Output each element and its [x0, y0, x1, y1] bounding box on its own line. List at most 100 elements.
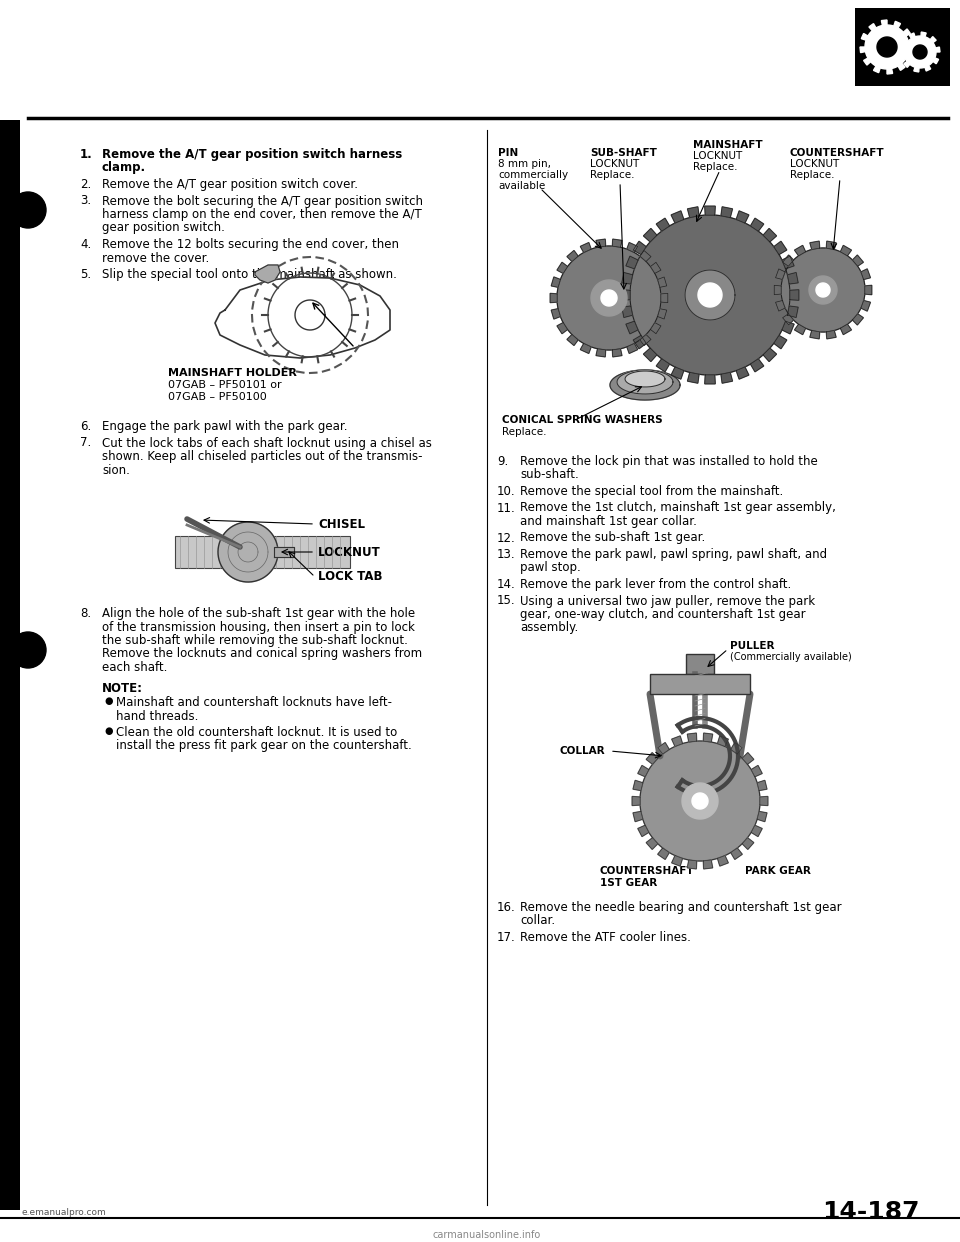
Text: 9.: 9.	[497, 455, 508, 468]
Polygon shape	[672, 737, 683, 746]
Text: MAINSHAFT: MAINSHAFT	[693, 140, 762, 150]
Polygon shape	[567, 251, 578, 262]
Polygon shape	[790, 289, 799, 301]
Polygon shape	[643, 229, 657, 242]
Text: Remove the lock pin that was installed to hold the: Remove the lock pin that was installed t…	[520, 455, 818, 468]
Polygon shape	[626, 256, 638, 268]
Text: Align the hole of the sub-shaft 1st gear with the hole: Align the hole of the sub-shaft 1st gear…	[102, 607, 415, 620]
Polygon shape	[763, 229, 777, 242]
Polygon shape	[757, 811, 767, 822]
Text: LOCKNUT: LOCKNUT	[590, 159, 639, 169]
Polygon shape	[218, 522, 278, 582]
Polygon shape	[567, 334, 578, 345]
Polygon shape	[776, 270, 785, 279]
Polygon shape	[717, 737, 729, 746]
Polygon shape	[717, 856, 729, 866]
Text: 6.: 6.	[80, 420, 91, 433]
Polygon shape	[640, 251, 651, 262]
Text: Remove the park pawl, pawl spring, pawl shaft, and: Remove the park pawl, pawl spring, pawl …	[520, 548, 828, 561]
Text: carmanualsonline.info: carmanualsonline.info	[433, 1230, 541, 1240]
Text: COUNTERSHAFT: COUNTERSHAFT	[790, 148, 884, 158]
Polygon shape	[898, 63, 905, 71]
Polygon shape	[651, 262, 661, 273]
Polygon shape	[625, 371, 665, 388]
Polygon shape	[550, 293, 557, 303]
Text: 14.: 14.	[497, 578, 516, 591]
Polygon shape	[861, 301, 871, 310]
Polygon shape	[705, 206, 715, 215]
Polygon shape	[557, 262, 567, 273]
Text: LOCKNUT: LOCKNUT	[318, 545, 381, 559]
Polygon shape	[551, 309, 561, 319]
Text: available: available	[498, 181, 545, 191]
Text: 14-187: 14-187	[823, 1200, 920, 1225]
Text: Remove the needle bearing and countershaft 1st gear: Remove the needle bearing and countersha…	[520, 900, 842, 914]
Text: COUNTERSHAFT: COUNTERSHAFT	[600, 866, 695, 876]
Polygon shape	[865, 25, 909, 70]
Polygon shape	[795, 324, 805, 334]
Polygon shape	[610, 370, 680, 400]
Polygon shape	[933, 58, 939, 63]
Text: 2.: 2.	[80, 178, 91, 191]
Polygon shape	[622, 272, 633, 284]
Text: 4.: 4.	[80, 238, 91, 251]
Polygon shape	[736, 211, 749, 224]
Text: Slip the special tool onto the mainshaft as shown.: Slip the special tool onto the mainshaft…	[102, 268, 396, 281]
Text: and mainshaft 1st gear collar.: and mainshaft 1st gear collar.	[520, 515, 697, 528]
Polygon shape	[651, 323, 661, 334]
Polygon shape	[612, 240, 622, 247]
Polygon shape	[816, 283, 830, 297]
Polygon shape	[596, 240, 606, 247]
Polygon shape	[704, 733, 712, 741]
Text: MAINSHAFT HOLDER: MAINSHAFT HOLDER	[168, 368, 297, 378]
Polygon shape	[671, 211, 684, 224]
Text: clamp.: clamp.	[102, 161, 146, 174]
Polygon shape	[627, 344, 637, 354]
Polygon shape	[760, 796, 768, 806]
Text: 3.: 3.	[80, 195, 91, 207]
Text: Replace.: Replace.	[590, 170, 635, 180]
Circle shape	[10, 632, 46, 668]
Text: Remove the 1st clutch, mainshaft 1st gear assembly,: Remove the 1st clutch, mainshaft 1st gea…	[520, 502, 836, 514]
Text: 12.: 12.	[497, 532, 516, 544]
Text: pawl stop.: pawl stop.	[520, 561, 581, 575]
Polygon shape	[736, 366, 749, 379]
Text: (Commercially available): (Commercially available)	[730, 652, 852, 662]
Text: collar.: collar.	[520, 914, 555, 928]
Polygon shape	[255, 265, 280, 283]
Polygon shape	[921, 32, 926, 37]
Polygon shape	[757, 780, 767, 791]
Text: PARK GEAR: PARK GEAR	[745, 866, 811, 876]
Text: 1.: 1.	[80, 148, 93, 161]
Text: LOCK TAB: LOCK TAB	[318, 570, 382, 584]
Polygon shape	[692, 792, 708, 809]
Text: Remove the locknuts and conical spring washers from: Remove the locknuts and conical spring w…	[102, 647, 422, 661]
Polygon shape	[909, 34, 915, 39]
Polygon shape	[795, 246, 805, 256]
Polygon shape	[672, 856, 683, 866]
Text: 8.: 8.	[80, 607, 91, 620]
Text: LOCKNUT: LOCKNUT	[693, 152, 742, 161]
Polygon shape	[626, 322, 638, 334]
Polygon shape	[617, 370, 673, 394]
Text: 07GAB – PF50100: 07GAB – PF50100	[168, 392, 267, 402]
Polygon shape	[633, 811, 643, 822]
Text: ●: ●	[104, 696, 112, 705]
Polygon shape	[840, 246, 852, 256]
Text: Replace.: Replace.	[693, 161, 737, 171]
Bar	[855, 7, 950, 86]
Polygon shape	[774, 335, 787, 349]
Polygon shape	[637, 765, 649, 776]
Text: Using a universal two jaw puller, remove the park: Using a universal two jaw puller, remove…	[520, 595, 815, 607]
Text: Remove the A/T gear position switch cover.: Remove the A/T gear position switch cove…	[102, 178, 358, 191]
Polygon shape	[751, 359, 764, 371]
Polygon shape	[840, 324, 852, 334]
Text: gear, one-way clutch, and countershaft 1st gear: gear, one-way clutch, and countershaft 1…	[520, 609, 805, 621]
Text: remove the cover.: remove the cover.	[102, 251, 209, 265]
Text: 5.: 5.	[80, 268, 91, 281]
Polygon shape	[869, 24, 876, 31]
Polygon shape	[782, 314, 794, 325]
Polygon shape	[646, 753, 658, 764]
Polygon shape	[894, 21, 900, 29]
Polygon shape	[632, 796, 640, 806]
